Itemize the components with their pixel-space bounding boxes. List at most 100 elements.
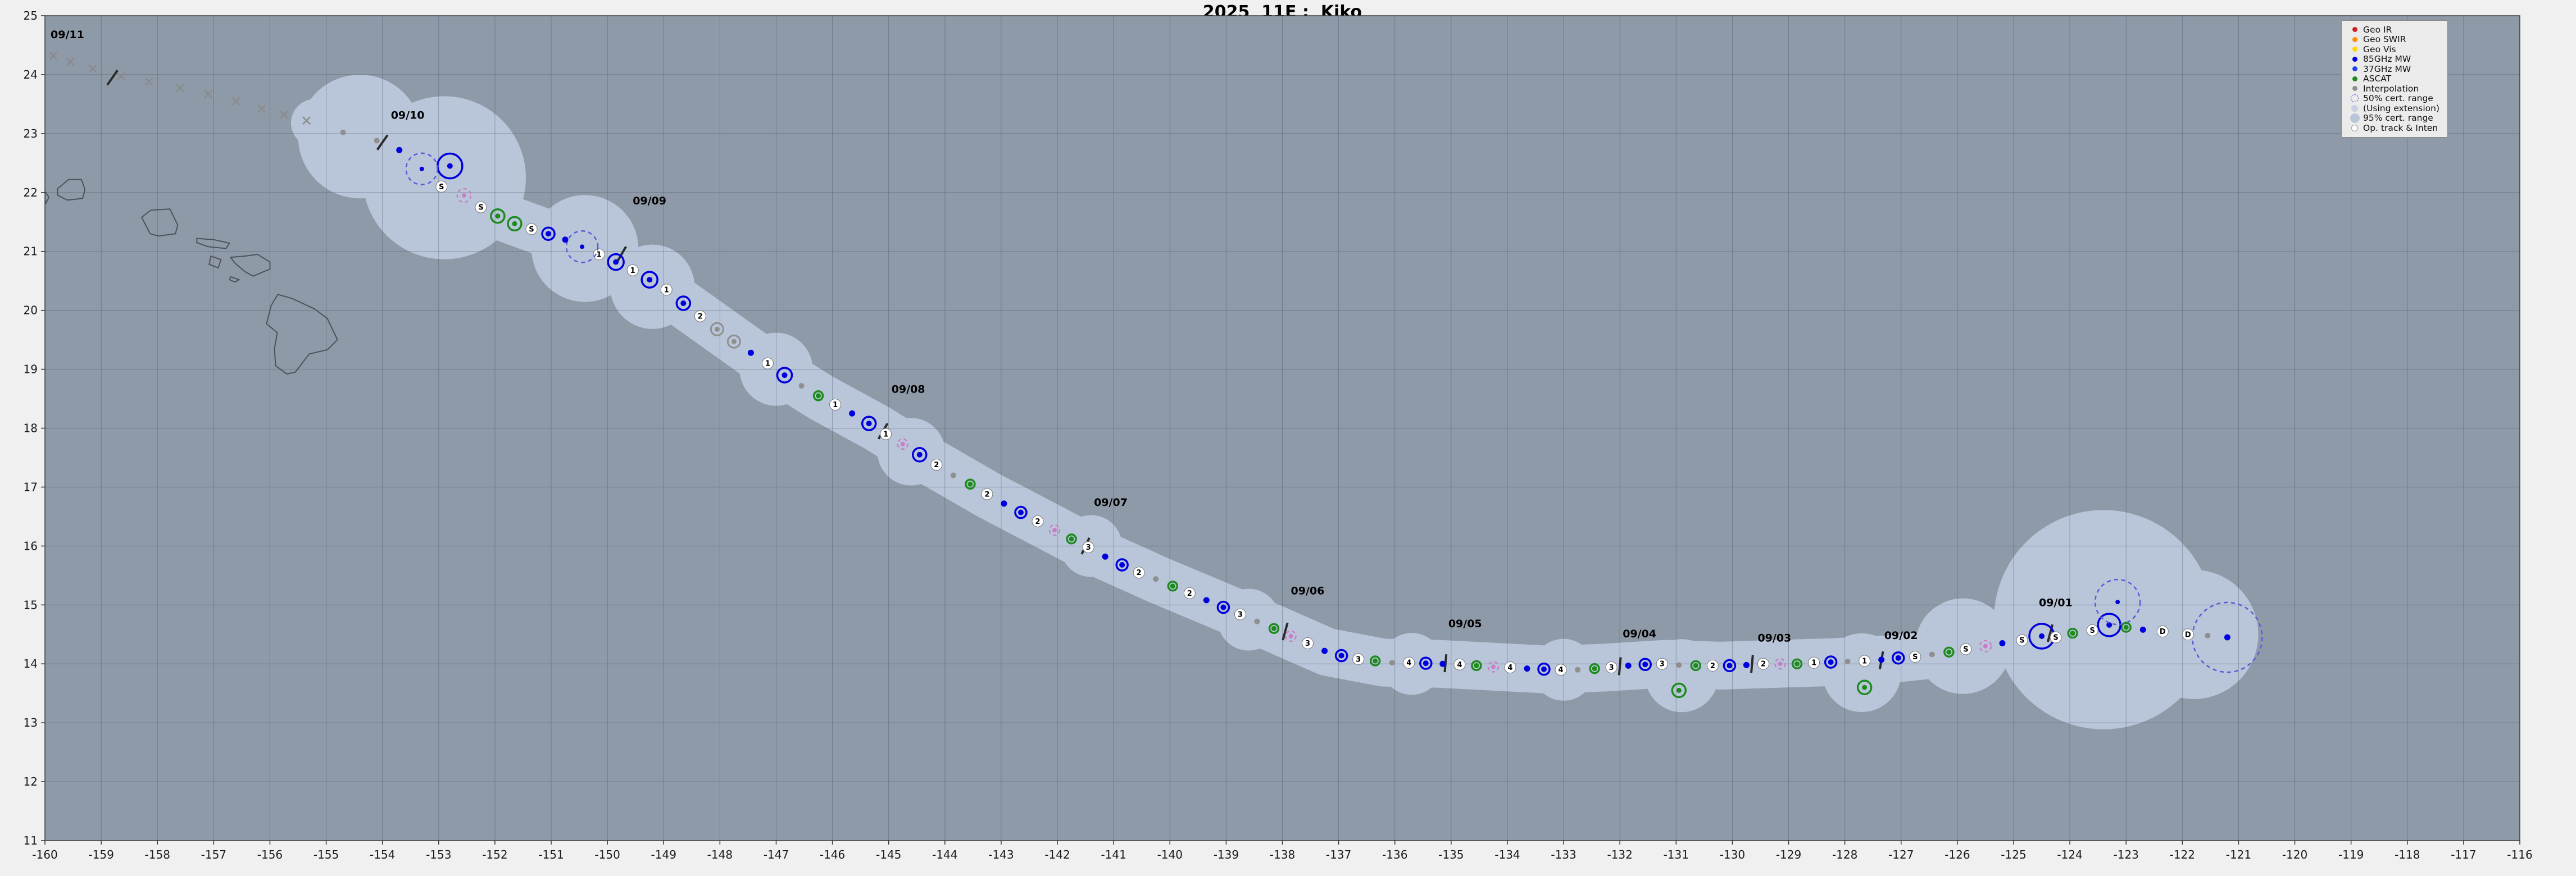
legend-swatch-icon xyxy=(2346,113,2363,123)
legend-swatch-icon xyxy=(2346,27,2363,33)
x-marker xyxy=(144,77,153,86)
marker-op: S xyxy=(2016,634,2028,646)
x-marker xyxy=(232,97,240,106)
x-marker xyxy=(88,65,97,73)
marker-mw85 xyxy=(1115,558,1129,572)
x-tick-label: -127 xyxy=(1888,848,1914,861)
marker-ascat xyxy=(2120,622,2132,633)
legend-swatch-icon xyxy=(2346,56,2363,62)
x-tick-label: -154 xyxy=(370,848,395,861)
date-label: 09/07 xyxy=(1094,496,1128,509)
date-tick xyxy=(1282,622,1289,641)
x-marker xyxy=(66,57,75,66)
x-marker xyxy=(116,72,125,81)
marker-op: 2 xyxy=(930,459,943,471)
legend-item-50-cert-range: 50% cert. range xyxy=(2346,93,2439,103)
legend-swatch-icon xyxy=(2346,36,2363,42)
intensity-label: S xyxy=(2053,633,2058,642)
date-label: 09/11 xyxy=(51,29,84,41)
date-tick xyxy=(1618,657,1622,676)
y-tick-label: 16 xyxy=(24,539,38,553)
date-labels: 09/01 09/02 09/03 09/04 09/05 09/06 09/07 09/08… xyxy=(51,29,2073,644)
marker-mw85 xyxy=(1419,656,1433,670)
legend-swatch-icon xyxy=(2346,76,2363,81)
marker-ascat xyxy=(1589,663,1600,674)
x-tick-label: -157 xyxy=(201,848,226,861)
marker-op: 2 xyxy=(1757,658,1769,670)
y-axis: 11 12 13 14 15 16 17 18 19 20 21 22 23 24 25 xyxy=(24,9,45,847)
marker-mw85 xyxy=(541,226,556,241)
legend-item-label: Geo Vis xyxy=(2363,44,2396,54)
marker-mw85 xyxy=(1723,659,1737,673)
legend-item-label: 95% cert. range xyxy=(2363,113,2433,124)
date-tick xyxy=(376,134,389,150)
date-label: 09/04 xyxy=(1623,628,1656,640)
marker-op: 2 xyxy=(694,310,706,322)
intensity-label: 1 xyxy=(1862,657,1867,665)
intensity-label: 1 xyxy=(883,430,888,439)
marker-op: D xyxy=(2156,626,2169,638)
intensity-label: 1 xyxy=(664,286,669,294)
intensity-label: 4 xyxy=(1457,661,1462,669)
marker-mw85 xyxy=(1891,651,1905,665)
marker-op: S xyxy=(2050,631,2062,644)
x-tick-label: -139 xyxy=(1214,848,1239,861)
y-tick-label: 18 xyxy=(24,422,38,435)
x-tick-label: -145 xyxy=(876,848,901,861)
marker-op: 4 xyxy=(1555,664,1567,676)
marker-op: 4 xyxy=(1453,658,1466,670)
marker-ascat xyxy=(1943,646,1955,658)
x-tick-label: -160 xyxy=(32,848,57,861)
marker-op: 3 xyxy=(1352,653,1365,665)
x-tick-label: -122 xyxy=(2170,848,2195,861)
y-tick-label: 24 xyxy=(24,68,38,81)
x-tick-label: -118 xyxy=(2395,848,2420,861)
marker-dash_pink xyxy=(1048,524,1061,536)
y-tick-label: 22 xyxy=(24,186,38,199)
marker-op: 1 xyxy=(1808,656,1820,669)
date-tick xyxy=(106,69,119,86)
legend-item-using-extension: (Using extension) xyxy=(2346,103,2439,113)
intensity-label: 1 xyxy=(1811,659,1816,668)
marker-dash_pink xyxy=(897,438,908,450)
marker-dot_gray xyxy=(1676,662,1682,668)
marker-mw85 xyxy=(861,416,877,431)
x-tick-label: -150 xyxy=(594,848,620,861)
x-tick-label: -121 xyxy=(2226,848,2251,861)
legend-item-geo-vis: Geo Vis xyxy=(2346,44,2439,54)
marker-op: S xyxy=(435,180,448,193)
intensity-label: 2 xyxy=(698,313,703,321)
legend-item-op-track-inten: Op. track & Inten xyxy=(2346,123,2439,133)
marker-dot_blue xyxy=(2224,634,2230,641)
marker-mw85 xyxy=(675,295,692,311)
intensity-label: 3 xyxy=(1660,660,1665,669)
intensity-label: 4 xyxy=(1559,666,1564,674)
y-tick-label: 25 xyxy=(24,9,38,22)
coastline-hawaii xyxy=(45,179,338,375)
intensity-label: D xyxy=(2185,631,2191,639)
date-label: 09/08 xyxy=(892,384,925,396)
marker-op: 2 xyxy=(1133,567,1145,579)
marker-ascat xyxy=(1791,658,1803,669)
x-marker xyxy=(203,90,212,98)
marker-op: 2 xyxy=(1183,587,1196,599)
marker-op: 1 xyxy=(761,357,774,369)
marker-op: 2 xyxy=(1032,515,1044,527)
x-tick-label: -153 xyxy=(426,848,451,861)
y-tick-label: 17 xyxy=(24,480,38,494)
marker-dash_blue xyxy=(565,230,599,263)
marker-ascat xyxy=(507,216,523,232)
intensity-label: S xyxy=(1963,645,1968,654)
legend-swatch-icon xyxy=(2346,94,2363,103)
marker-ascat xyxy=(965,478,976,490)
intensity-label: 3 xyxy=(1086,544,1091,552)
marker-dot_blue xyxy=(396,147,403,153)
intensity-label: S xyxy=(2089,627,2095,635)
marker-dot_gray xyxy=(1929,651,1935,658)
intensity-label: 4 xyxy=(1507,664,1512,672)
x-tick-label: -155 xyxy=(314,848,339,861)
y-tick-label: 11 xyxy=(24,834,38,847)
x-tick-label: -156 xyxy=(257,848,283,861)
gridlines xyxy=(44,15,2520,841)
